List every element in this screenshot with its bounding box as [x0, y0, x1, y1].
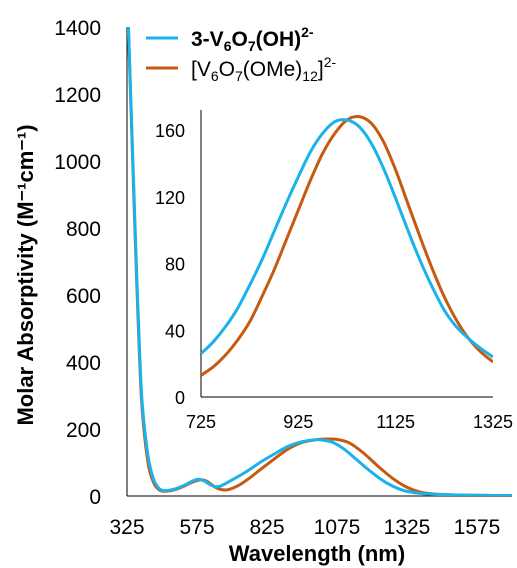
inset-y-tick-label: 120	[155, 188, 185, 208]
inset-y-tick-label: 0	[175, 388, 185, 408]
main-y-tick-label: 1000	[54, 151, 101, 174]
legend-label-part: (OMe)	[243, 58, 303, 81]
main-x-tick-label: 1075	[314, 516, 361, 539]
inset-x-tick-label: 1125	[376, 412, 415, 432]
x-axis-title: Wavelength (nm)	[229, 541, 405, 566]
legend-label-part: 6	[224, 38, 232, 54]
inset-background	[201, 102, 495, 397]
main-y-tick-label: 800	[66, 218, 101, 241]
inset-axes	[200, 110, 493, 398]
y-axis-title: Molar Absorptivity (M⁻¹cm⁻¹)	[13, 124, 38, 425]
legend-label-part: O	[231, 28, 247, 51]
legend-label-part: 2-	[324, 54, 337, 70]
main-x-tick-label: 575	[179, 516, 214, 539]
legend-label-1: [V6O7(OMe)12]2-	[191, 54, 336, 84]
inset-panel	[201, 102, 495, 397]
legend-label-part: 6	[211, 68, 219, 84]
inset-tick-labels: 0 40 80 120 160 725 925 1125 1325	[155, 121, 513, 432]
legend-label-part: 12	[302, 68, 318, 84]
main-x-tick-label: 1575	[454, 516, 501, 539]
legend: 3-V6O7(OH)2-[V6O7(OMe)12]2-	[146, 24, 336, 84]
inset-x-tick-label: 925	[283, 412, 313, 432]
inset-y-tick-label: 160	[155, 121, 185, 141]
main-y-tick-label: 600	[66, 285, 101, 308]
main-y-tick-label: 0	[89, 486, 101, 509]
main-x-tick-label: 825	[249, 516, 284, 539]
legend-label-part: (OH)	[256, 28, 302, 51]
legend-label-part: 7	[248, 38, 256, 54]
legend-label-part: ]	[318, 58, 324, 81]
main-series	[127, 26, 512, 496]
main-y-tick-label: 1200	[54, 84, 101, 107]
main-x-tick-label: 1325	[384, 516, 431, 539]
legend-label-0: 3-V6O7(OH)2-	[191, 24, 314, 54]
inset-series	[201, 115, 493, 377]
legend-label-part: 2-	[301, 24, 314, 40]
main-y-tick-label: 400	[66, 352, 101, 375]
inset-x-tick-label: 725	[186, 412, 216, 432]
main-y-tick-label: 200	[66, 419, 101, 442]
main-y-tick-label: 1400	[54, 17, 101, 40]
main-series-line-hydroxo	[127, 26, 512, 496]
main-x-tick-label: 325	[109, 516, 144, 539]
inset-x-tick-label: 1325	[473, 412, 513, 432]
inset-series-line-hydroxo	[201, 118, 493, 359]
legend-label-part: [V	[191, 58, 211, 81]
legend-label-part: 7	[235, 68, 243, 84]
legend-label-part: O	[219, 58, 235, 81]
inset-y-tick-label: 80	[165, 255, 185, 275]
legend-label-part: 3-V	[191, 28, 224, 51]
inset-y-tick-label: 40	[165, 321, 185, 341]
